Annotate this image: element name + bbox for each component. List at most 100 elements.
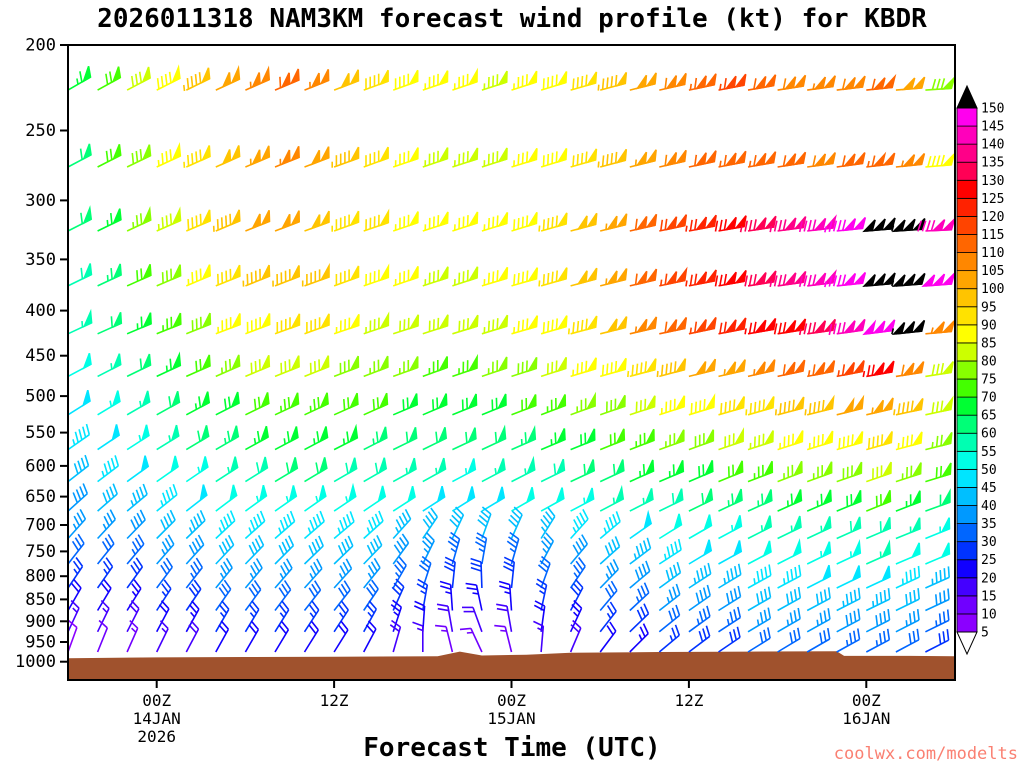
wind-barb	[658, 488, 684, 512]
wind-barb	[836, 565, 861, 589]
wind-barb	[925, 609, 950, 633]
wind-barb	[156, 64, 181, 91]
wind-barb	[126, 557, 144, 589]
wind-barb	[567, 315, 598, 335]
wind-barb	[97, 311, 123, 335]
wind-barb	[540, 532, 555, 565]
colorbar-tick-label: 25	[981, 553, 997, 568]
colorbar-cell	[956, 360, 978, 380]
wind-barb	[895, 628, 920, 653]
wind-barb	[658, 583, 681, 612]
wind-barb	[274, 457, 299, 483]
wind-barb	[156, 351, 182, 378]
wind-barb	[392, 426, 418, 451]
wind-barb	[745, 396, 775, 416]
colorbar-cell	[956, 125, 978, 145]
wind-barb	[274, 510, 296, 540]
wind-barb	[363, 557, 381, 589]
wind-barb	[569, 619, 582, 653]
wind-barb	[511, 267, 539, 287]
wind-barb	[97, 483, 118, 512]
y-axis-tick-label: 500	[25, 387, 56, 407]
wind-barb	[600, 316, 628, 335]
wind-barb	[422, 457, 447, 483]
wind-barb	[97, 509, 117, 540]
wind-barb	[600, 268, 628, 287]
wind-barb	[245, 392, 270, 416]
wind-barb	[511, 424, 537, 451]
wind-barb	[540, 487, 565, 512]
wind-barb	[215, 620, 230, 653]
wind-barb	[412, 621, 424, 652]
wind-barb	[506, 531, 520, 565]
wind-barb	[718, 359, 746, 378]
wind-barb	[659, 395, 686, 416]
colorbar-cell	[956, 270, 978, 290]
wind-barb	[392, 533, 410, 565]
y-axis-tick-label: 350	[25, 250, 56, 270]
wind-barb	[570, 459, 596, 483]
y-axis-tick-label: 950	[25, 633, 56, 653]
x-axis-title: Forecast Time (UTC)	[363, 733, 661, 763]
wind-barb	[658, 604, 681, 633]
wind-barb	[688, 393, 716, 416]
wind-barb	[452, 393, 478, 416]
wind-barb	[274, 426, 299, 451]
wind-barb	[333, 558, 353, 589]
wind-barb	[806, 489, 832, 512]
wind-barb	[363, 426, 388, 451]
wind-barb	[836, 75, 866, 91]
colorbar-cell	[956, 523, 978, 543]
x-axis-tick-label: 00Z	[142, 691, 171, 710]
x-axis-year-label: 2026	[137, 727, 176, 746]
wind-barb	[304, 457, 328, 483]
wind-barb	[629, 623, 649, 653]
colorbar-tick-label: 75	[981, 373, 997, 388]
wind-barb	[836, 516, 862, 540]
wind-barb	[244, 535, 265, 565]
colorbar-cell	[956, 414, 978, 434]
wind-barb	[303, 558, 323, 589]
wind-barb	[362, 620, 377, 653]
wind-barb	[925, 462, 952, 483]
wind-barb	[185, 456, 209, 483]
wind-barb	[895, 361, 925, 378]
wind-barb	[540, 315, 568, 335]
wind-barb	[185, 264, 212, 287]
wind-barb	[895, 153, 926, 168]
wind-barb	[599, 511, 621, 540]
colorbar-tick-label: 110	[981, 246, 1004, 261]
chart-title: 2026011318 NAM3KM forecast wind profile …	[97, 4, 927, 34]
wind-barb	[392, 393, 419, 416]
wind-barb	[570, 428, 596, 451]
wind-barb	[570, 71, 598, 91]
colorbar-cell	[956, 179, 978, 199]
wind-barb	[156, 484, 178, 512]
wind-barb	[798, 269, 837, 287]
wind-barb	[747, 607, 772, 633]
colorbar-under-arrow	[956, 631, 978, 656]
wind-barb	[245, 425, 269, 451]
wind-barb	[452, 314, 479, 335]
wind-barb	[747, 430, 774, 451]
wind-barb	[925, 77, 956, 91]
wind-barb	[67, 533, 85, 565]
wind-barb	[688, 539, 713, 565]
wind-barb	[747, 586, 772, 612]
wind-barb	[392, 211, 419, 232]
wind-barb	[67, 353, 92, 378]
wind-barb	[155, 600, 170, 633]
wind-barb	[185, 509, 206, 540]
wind-barb	[363, 311, 390, 335]
y-axis-tick-label: 750	[25, 542, 56, 562]
wind-barb	[656, 358, 687, 378]
wind-barb	[333, 620, 349, 653]
wind-barb	[333, 265, 360, 287]
wind-barb	[244, 484, 268, 512]
wind-barb	[599, 580, 618, 612]
colorbar-tick-label: 135	[981, 156, 1004, 171]
colorbar-cell	[956, 505, 978, 524]
colorbar-tick-label: 115	[981, 228, 1004, 243]
wind-barb	[685, 214, 717, 232]
